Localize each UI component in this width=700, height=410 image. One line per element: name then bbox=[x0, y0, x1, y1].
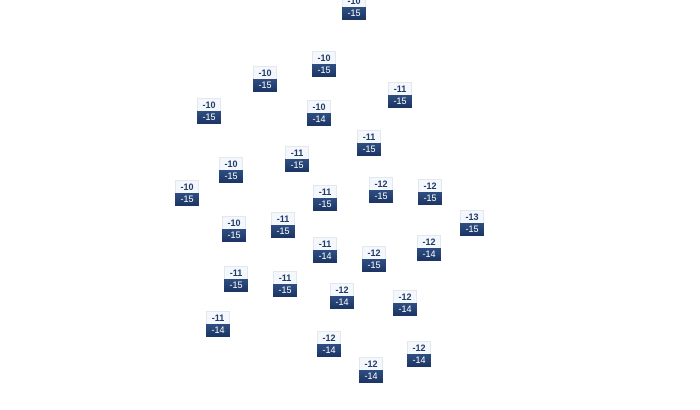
low-temp: -14 bbox=[313, 250, 337, 263]
high-temp: -12 bbox=[330, 283, 354, 296]
high-temp: -11 bbox=[271, 212, 295, 225]
temperature-marker[interactable]: -12 -15 bbox=[369, 177, 393, 203]
low-temp: -15 bbox=[271, 225, 295, 238]
high-temp: -12 bbox=[317, 331, 341, 344]
temperature-marker[interactable]: -10 -15 bbox=[175, 180, 199, 206]
low-temp: -14 bbox=[417, 248, 441, 261]
high-temp: -10 bbox=[222, 216, 246, 229]
temperature-marker[interactable]: -12 -14 bbox=[317, 331, 341, 357]
low-temp: -14 bbox=[330, 296, 354, 309]
temperature-marker[interactable]: -12 -14 bbox=[417, 235, 441, 261]
low-temp: -15 bbox=[313, 198, 337, 211]
temperature-marker[interactable]: -10 -14 bbox=[307, 100, 331, 126]
temperature-marker[interactable]: -13 -15 bbox=[460, 210, 484, 236]
temperature-marker[interactable]: -12 -14 bbox=[330, 283, 354, 309]
temperature-marker[interactable]: -12 -14 bbox=[393, 290, 417, 316]
temperature-marker[interactable]: -12 -15 bbox=[362, 246, 386, 272]
high-temp: -12 bbox=[369, 177, 393, 190]
high-temp: -11 bbox=[313, 185, 337, 198]
low-temp: -15 bbox=[357, 143, 381, 156]
low-temp: -15 bbox=[253, 79, 277, 92]
high-temp: -13 bbox=[460, 210, 484, 223]
low-temp: -15 bbox=[362, 259, 386, 272]
low-temp: -15 bbox=[369, 190, 393, 203]
high-temp: -12 bbox=[417, 235, 441, 248]
high-temp: -11 bbox=[206, 311, 230, 324]
temperature-marker[interactable]: -11 -15 bbox=[285, 146, 309, 172]
low-temp: -15 bbox=[273, 284, 297, 297]
temperature-marker[interactable]: -11 -14 bbox=[313, 237, 337, 263]
low-temp: -14 bbox=[307, 113, 331, 126]
high-temp: -10 bbox=[175, 180, 199, 193]
temperature-marker[interactable]: -10 -15 bbox=[219, 157, 243, 183]
low-temp: -15 bbox=[224, 279, 248, 292]
low-temp: -14 bbox=[317, 344, 341, 357]
temperature-marker[interactable]: -11 -15 bbox=[271, 212, 295, 238]
temperature-marker[interactable]: -12 -14 bbox=[359, 357, 383, 383]
temperature-marker[interactable]: -10 -15 bbox=[197, 98, 221, 124]
high-temp: -12 bbox=[407, 341, 431, 354]
temperature-marker[interactable]: -11 -15 bbox=[224, 266, 248, 292]
temperature-marker[interactable]: -10 -15 bbox=[253, 66, 277, 92]
temperature-marker[interactable]: -10 -15 bbox=[312, 51, 336, 77]
low-temp: -15 bbox=[175, 193, 199, 206]
high-temp: -11 bbox=[285, 146, 309, 159]
temperature-marker[interactable]: -11 -14 bbox=[206, 311, 230, 337]
low-temp: -14 bbox=[393, 303, 417, 316]
temperature-marker[interactable]: -11 -15 bbox=[357, 130, 381, 156]
temperature-marker[interactable]: -11 -15 bbox=[273, 271, 297, 297]
high-temp: -10 bbox=[219, 157, 243, 170]
high-temp: -12 bbox=[393, 290, 417, 303]
low-temp: -15 bbox=[460, 223, 484, 236]
low-temp: -15 bbox=[219, 170, 243, 183]
high-temp: -11 bbox=[357, 130, 381, 143]
low-temp: -14 bbox=[359, 370, 383, 383]
temperature-marker[interactable]: -12 -14 bbox=[407, 341, 431, 367]
low-temp: -15 bbox=[197, 111, 221, 124]
temperature-marker[interactable]: -11 -15 bbox=[313, 185, 337, 211]
high-temp: -10 bbox=[253, 66, 277, 79]
low-temp: -15 bbox=[222, 229, 246, 242]
low-temp: -14 bbox=[206, 324, 230, 337]
high-temp: -12 bbox=[362, 246, 386, 259]
high-temp: -10 bbox=[342, 0, 366, 7]
high-temp: -10 bbox=[312, 51, 336, 64]
low-temp: -14 bbox=[407, 354, 431, 367]
high-temp: -12 bbox=[418, 179, 442, 192]
low-temp: -15 bbox=[388, 95, 412, 108]
high-temp: -11 bbox=[273, 271, 297, 284]
high-temp: -12 bbox=[359, 357, 383, 370]
low-temp: -15 bbox=[285, 159, 309, 172]
temperature-marker[interactable]: -10 -15 bbox=[222, 216, 246, 242]
high-temp: -10 bbox=[197, 98, 221, 111]
temperature-marker[interactable]: -11 -15 bbox=[388, 82, 412, 108]
low-temp: -15 bbox=[312, 64, 336, 77]
low-temp: -15 bbox=[342, 7, 366, 20]
low-temp: -15 bbox=[418, 192, 442, 205]
temperature-marker[interactable]: -12 -15 bbox=[418, 179, 442, 205]
high-temp: -11 bbox=[224, 266, 248, 279]
temperature-marker[interactable]: -10 -15 bbox=[342, 0, 366, 20]
high-temp: -11 bbox=[388, 82, 412, 95]
high-temp: -10 bbox=[307, 100, 331, 113]
high-temp: -11 bbox=[313, 237, 337, 250]
